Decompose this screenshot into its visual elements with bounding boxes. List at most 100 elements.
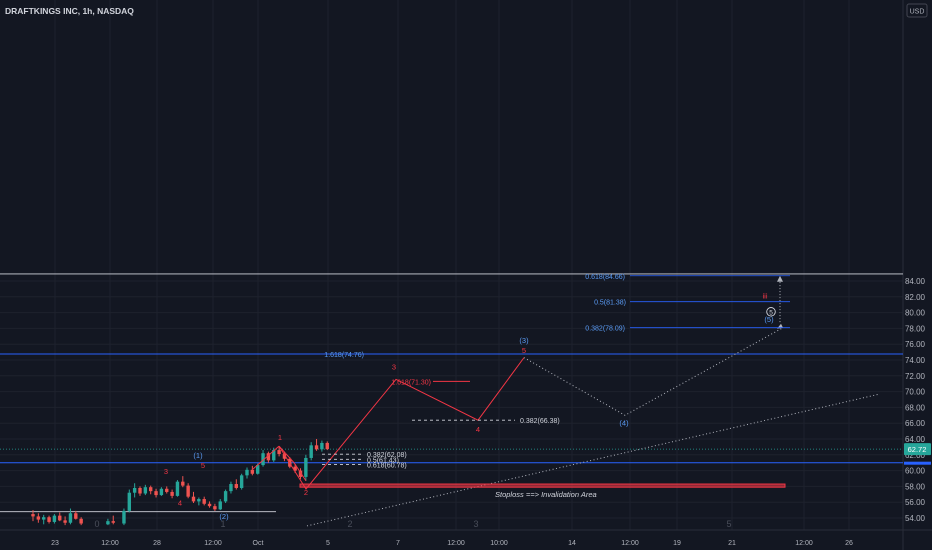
candle-body bbox=[219, 501, 222, 509]
x-tick-label: Oct bbox=[253, 540, 264, 547]
x-tick-label: 23 bbox=[51, 540, 59, 547]
y-tick-label: 80.00 bbox=[905, 309, 926, 318]
last-price-label: 62.72 bbox=[908, 445, 927, 454]
stoploss-label: Stoploss ==> Invalidation Area bbox=[495, 490, 597, 499]
candle-body bbox=[304, 458, 307, 477]
y-tick-label: 56.00 bbox=[905, 498, 926, 507]
candle-body bbox=[31, 514, 34, 516]
candle-body bbox=[203, 499, 206, 504]
cycle-number-label: 3 bbox=[473, 519, 478, 529]
candle-body bbox=[144, 487, 147, 493]
y-tick-label: 54.00 bbox=[905, 514, 926, 523]
y-tick-label: 84.00 bbox=[905, 277, 926, 286]
candle-body bbox=[181, 482, 184, 486]
candle-body bbox=[310, 445, 313, 458]
candle-body bbox=[69, 513, 72, 522]
chart-title: DRAFTKINGS INC, 1h, NASDAQ bbox=[5, 6, 134, 16]
x-tick-label: 7 bbox=[396, 540, 400, 547]
x-tick-label: 12:00 bbox=[101, 540, 119, 547]
candle-body bbox=[251, 470, 254, 474]
level-marker-badge bbox=[904, 462, 931, 465]
candle-body bbox=[186, 486, 189, 497]
candle-body bbox=[37, 516, 40, 519]
wave-label-red: iii bbox=[763, 292, 768, 301]
candle-body bbox=[106, 521, 109, 524]
candle-body bbox=[245, 470, 248, 476]
y-tick-label: 66.00 bbox=[905, 419, 926, 428]
candle-body bbox=[208, 504, 211, 506]
candle-body bbox=[213, 506, 216, 509]
wave-label-red: 2 bbox=[304, 488, 308, 497]
y-tick-label: 60.00 bbox=[905, 467, 926, 476]
cycle-number-label: 5 bbox=[726, 519, 731, 529]
candle-body bbox=[53, 516, 56, 522]
candle-body bbox=[149, 487, 152, 491]
wave-label-blue: (2) bbox=[219, 512, 229, 521]
y-tick-label: 68.00 bbox=[905, 403, 926, 412]
candle-body bbox=[63, 520, 66, 522]
x-tick-label: 12:00 bbox=[795, 540, 813, 547]
cycle-number-label: 2 bbox=[347, 519, 352, 529]
candle-body bbox=[165, 489, 168, 492]
x-tick-label: 12:00 bbox=[447, 540, 465, 547]
fib-label: 1.618(71.30) bbox=[391, 379, 431, 386]
candle-body bbox=[170, 492, 173, 496]
x-tick-label: 5 bbox=[326, 540, 330, 547]
wave-label-red: 5 bbox=[522, 346, 526, 355]
candle-body bbox=[79, 519, 82, 524]
x-tick-label: 21 bbox=[728, 540, 736, 547]
y-tick-label: 82.00 bbox=[905, 293, 926, 302]
candle-body bbox=[42, 517, 45, 519]
fib-label: 0.382(78.09) bbox=[585, 326, 625, 333]
candle-body bbox=[192, 497, 195, 502]
candle-body bbox=[138, 488, 141, 494]
y-tick-label: 74.00 bbox=[905, 356, 926, 365]
x-tick-label: 12:00 bbox=[204, 540, 222, 547]
currency-label: USD bbox=[910, 9, 925, 16]
candle-body bbox=[112, 521, 115, 523]
wave-label-circled: 5 bbox=[769, 310, 773, 317]
wave-label-blue: (3) bbox=[519, 336, 529, 345]
wave-label-red: 5 bbox=[201, 461, 205, 470]
y-tick-label: 76.00 bbox=[905, 340, 926, 349]
candle-body bbox=[197, 499, 200, 501]
candle-body bbox=[74, 513, 77, 519]
candle-body bbox=[277, 450, 280, 454]
candle-body bbox=[224, 491, 227, 501]
candle-body bbox=[133, 488, 136, 493]
cycle-number-label: 0 bbox=[94, 519, 99, 529]
x-tick-label: 26 bbox=[845, 540, 853, 547]
candle-body bbox=[160, 489, 163, 495]
candle-body bbox=[58, 516, 61, 521]
x-tick-label: 28 bbox=[153, 540, 161, 547]
candle-body bbox=[176, 482, 179, 496]
y-tick-label: 78.00 bbox=[905, 324, 926, 333]
y-tick-label: 64.00 bbox=[905, 435, 926, 444]
fib-label: 0.382(66.38) bbox=[520, 418, 560, 425]
wave-label-red: 4 bbox=[178, 498, 182, 507]
wave-label-red: 1 bbox=[278, 433, 282, 442]
y-tick-label: 70.00 bbox=[905, 388, 926, 397]
stoploss-zone[interactable] bbox=[300, 484, 785, 487]
wave-label-blue: (4) bbox=[619, 418, 629, 427]
candle-body bbox=[315, 445, 318, 449]
wave-label-blue: (1) bbox=[193, 451, 203, 460]
candle-body bbox=[229, 484, 232, 491]
candle-body bbox=[47, 517, 50, 522]
fib-label: 0.618(60.78) bbox=[367, 462, 407, 469]
wave-label-red: 3 bbox=[392, 362, 396, 371]
wave-label-red: 3 bbox=[164, 467, 168, 476]
x-tick-label: 19 bbox=[673, 540, 681, 547]
candle-body bbox=[235, 484, 238, 488]
candle-body bbox=[240, 475, 243, 488]
y-tick-label: 58.00 bbox=[905, 482, 926, 491]
candle-body bbox=[326, 443, 329, 449]
candle-body bbox=[154, 491, 157, 495]
x-tick-label: 10:00 bbox=[490, 540, 508, 547]
candle-body bbox=[320, 443, 323, 449]
fib-label: 0.618(84.66) bbox=[585, 274, 625, 281]
candle-body bbox=[128, 493, 131, 511]
